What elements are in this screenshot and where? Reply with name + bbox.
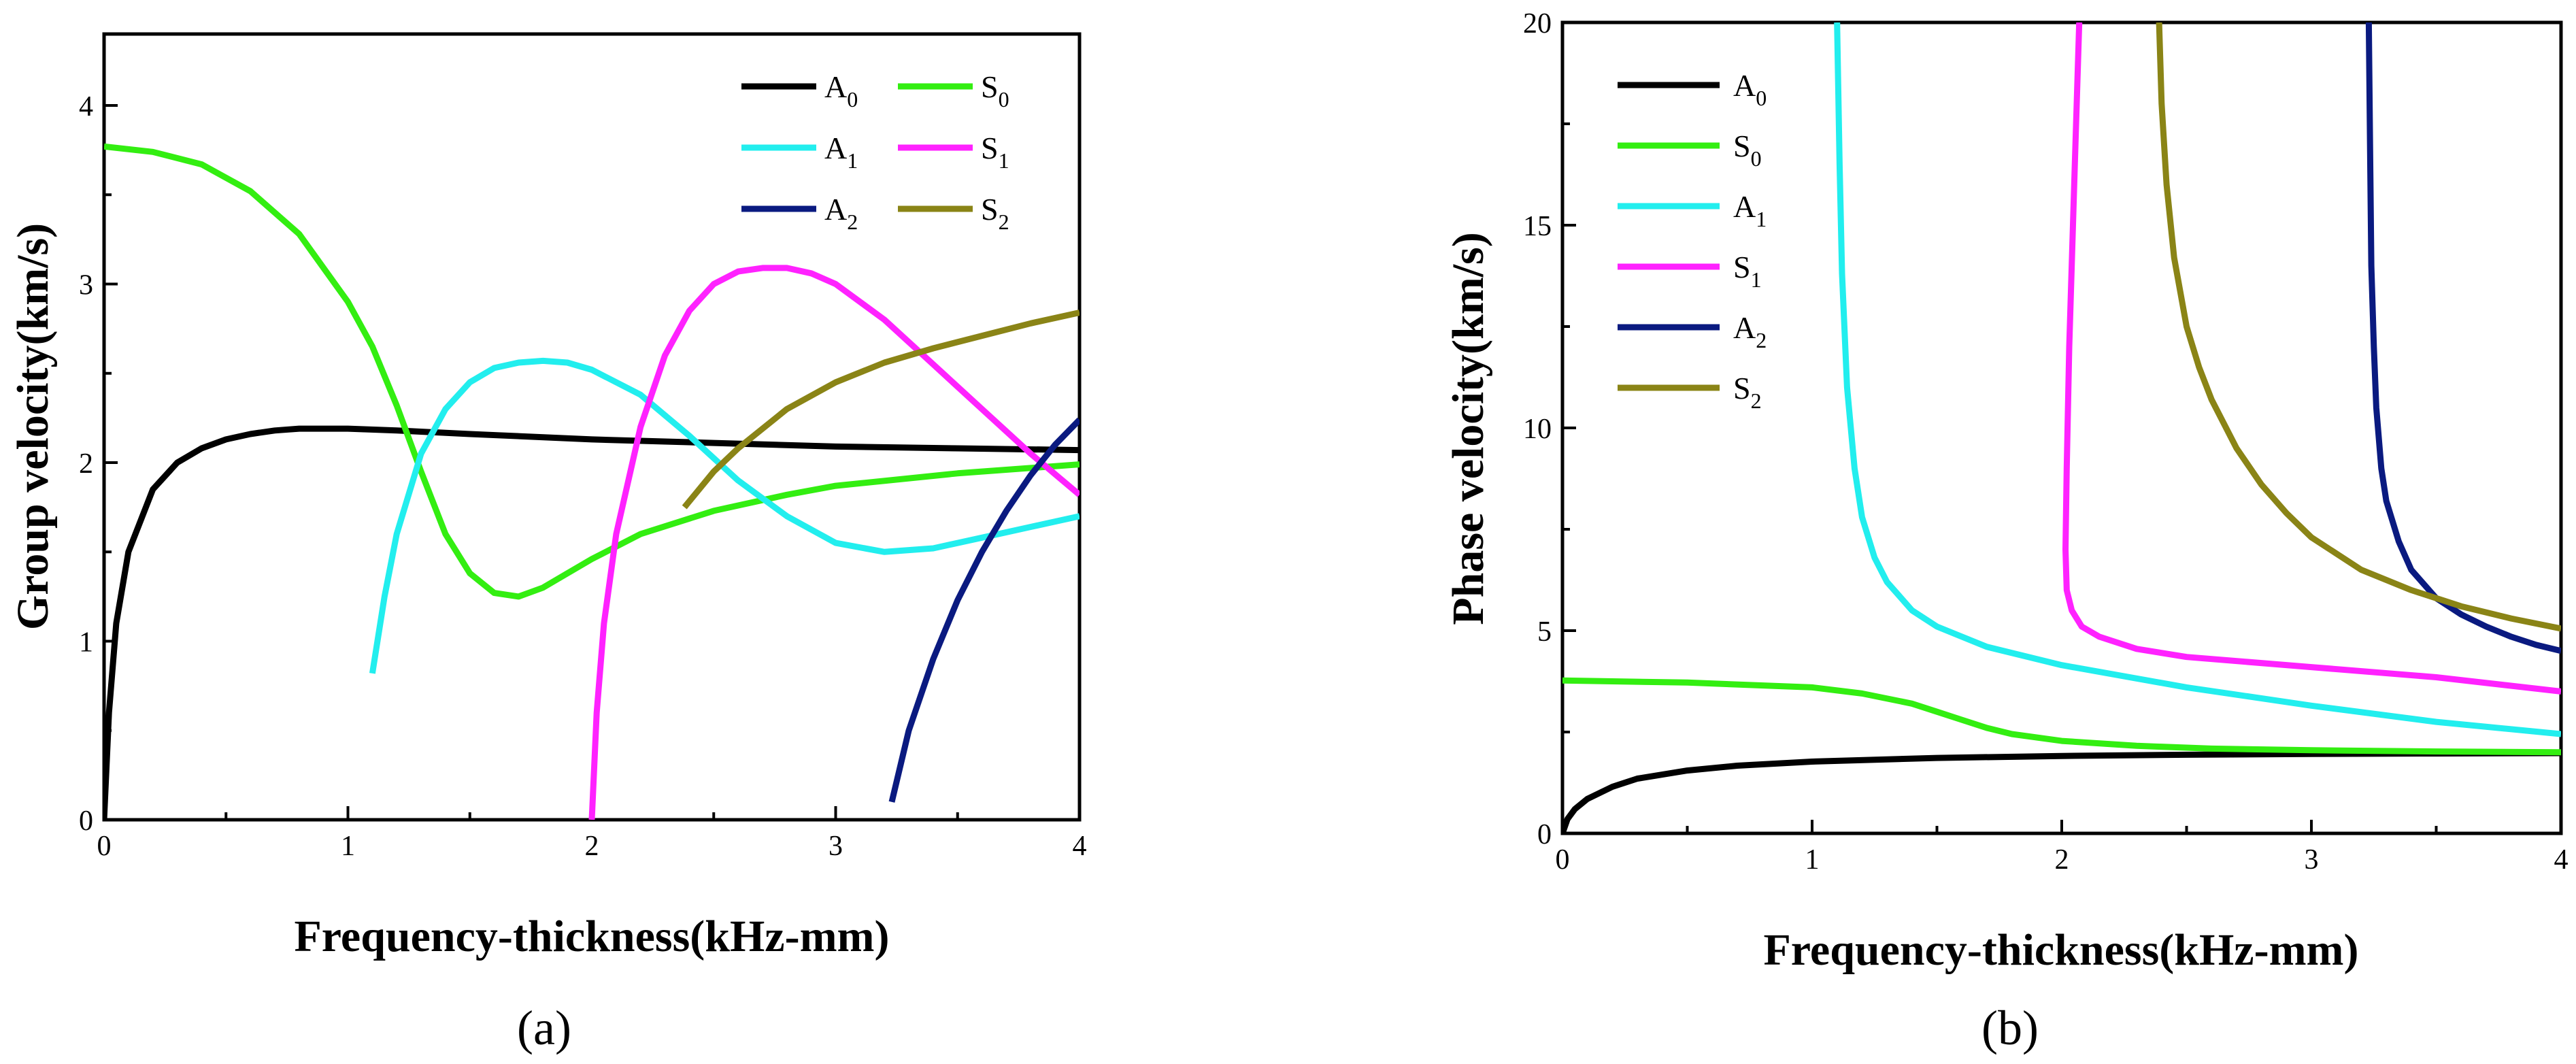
- legend-label-subscript: 2: [1756, 328, 1767, 352]
- axis-ticks: 0 1 2 3 4 0 1 2 3 4: [79, 91, 1087, 862]
- legend-label-subscript: 1: [1751, 267, 1762, 292]
- y-tick-label: 2: [79, 448, 93, 480]
- series-line-s0: [104, 143, 1080, 600]
- legend-label-letter: S: [981, 131, 999, 165]
- legend-label: A0: [824, 69, 858, 112]
- legend-label: S0: [981, 69, 1009, 112]
- legend-label: A1: [1733, 189, 1767, 231]
- legend-label-subscript: 1: [1756, 207, 1767, 231]
- plot-area-frame: [102, 32, 1082, 822]
- legend-label: A2: [1733, 310, 1767, 352]
- legend-label: A2: [824, 192, 858, 234]
- legend-item-s2: S2: [898, 192, 1009, 234]
- legend-label-letter: A: [1733, 189, 1756, 224]
- legend-label: A0: [1733, 68, 1767, 110]
- legend-item-a2: A2: [1618, 310, 1767, 352]
- y-tick-label: 15: [1523, 211, 1552, 242]
- legend-label-letter: S: [981, 192, 999, 227]
- series-line-a1: [369, 357, 1080, 674]
- legend-item-a1: A1: [1618, 189, 1767, 231]
- legend-label: S1: [1733, 250, 1762, 292]
- series-line-a2: [2365, 22, 2561, 654]
- x-tick-label: 4: [1073, 831, 1087, 862]
- legend-label-subscript: 0: [1751, 146, 1762, 171]
- legend-label-subscript: 2: [1751, 388, 1762, 413]
- y-tick-label: 3: [79, 270, 93, 301]
- legend-label: A1: [824, 131, 858, 173]
- x-axis-title: Frequency-thickness(kHz-mm): [1763, 925, 2358, 975]
- x-tick-label: 1: [1805, 844, 1820, 876]
- legend-item-s1: S1: [1618, 250, 1762, 292]
- series-line-a1: [1834, 22, 2561, 737]
- legend-item-a0: A0: [741, 69, 858, 112]
- series-layer: [1562, 22, 2561, 833]
- y-tick-label: 20: [1523, 8, 1552, 39]
- legend-label-letter: S: [1733, 371, 1751, 405]
- legend-label-subscript: 0: [1756, 86, 1767, 110]
- legend-label: S0: [1733, 129, 1762, 171]
- x-axis-title: Frequency-thickness(kHz-mm): [294, 912, 889, 961]
- series-line-s2: [2156, 22, 2561, 632]
- x-tick-label: 2: [2055, 844, 2069, 876]
- legend-label-subscript: 2: [999, 210, 1009, 234]
- series-layer: [104, 143, 1080, 820]
- legend-label-subscript: 1: [999, 148, 1009, 173]
- legend-item-a2: A2: [741, 192, 858, 234]
- series-line-a0: [1562, 750, 2561, 833]
- y-tick-label: 10: [1523, 414, 1552, 445]
- legend-label-subscript: 0: [999, 87, 1009, 112]
- legend-item-a1: A1: [741, 131, 858, 173]
- x-tick-label: 1: [341, 831, 355, 862]
- legend-label-letter: A: [824, 131, 847, 165]
- legend-item-s2: S2: [1618, 371, 1762, 413]
- series-line-s1: [2062, 22, 2561, 695]
- legend-label-letter: A: [1733, 68, 1756, 103]
- legend-label-letter: A: [824, 69, 847, 104]
- x-tick-label: 4: [2554, 844, 2569, 876]
- series-line-s0: [1562, 677, 2561, 756]
- legend-label: S1: [981, 131, 1009, 173]
- legend-item-s1: S1: [898, 131, 1009, 173]
- x-tick-label: 3: [829, 831, 843, 862]
- legend-label-letter: A: [1733, 310, 1756, 345]
- legend-label-subscript: 1: [847, 148, 858, 173]
- legend-item-s0: S0: [1618, 129, 1762, 171]
- series-line-s1: [588, 265, 1080, 820]
- y-tick-label: 0: [1537, 819, 1552, 850]
- legend-item-a0: A0: [1618, 68, 1767, 110]
- legend-label: S2: [1733, 371, 1762, 413]
- series-line-s2: [682, 310, 1080, 510]
- legend-label-letter: S: [1733, 129, 1751, 163]
- y-tick-label: 5: [1537, 616, 1552, 648]
- y-axis-title: Group velocity(km/s): [8, 223, 58, 630]
- x-tick-label: 0: [1556, 844, 1570, 876]
- x-tick-label: 3: [2305, 844, 2319, 876]
- y-tick-label: 4: [79, 91, 93, 122]
- legend-item-s0: S0: [898, 69, 1009, 112]
- legend-label: S2: [981, 192, 1009, 234]
- y-tick-label: 0: [79, 805, 93, 837]
- legend-label-subscript: 2: [847, 210, 858, 234]
- legend-label-subscript: 0: [847, 87, 858, 112]
- panel-label: (a): [517, 1001, 571, 1055]
- series-line-a2: [888, 417, 1080, 803]
- x-tick-label: 2: [585, 831, 599, 862]
- legend-label-letter: S: [1733, 250, 1751, 284]
- panel-label: (b): [1981, 1001, 2039, 1055]
- y-axis-title: Phase velocity(km/s): [1443, 232, 1493, 625]
- legend-label-letter: S: [981, 69, 999, 104]
- y-tick-label: 1: [79, 627, 93, 659]
- x-tick-label: 0: [97, 831, 112, 862]
- legend-label-letter: A: [824, 192, 847, 227]
